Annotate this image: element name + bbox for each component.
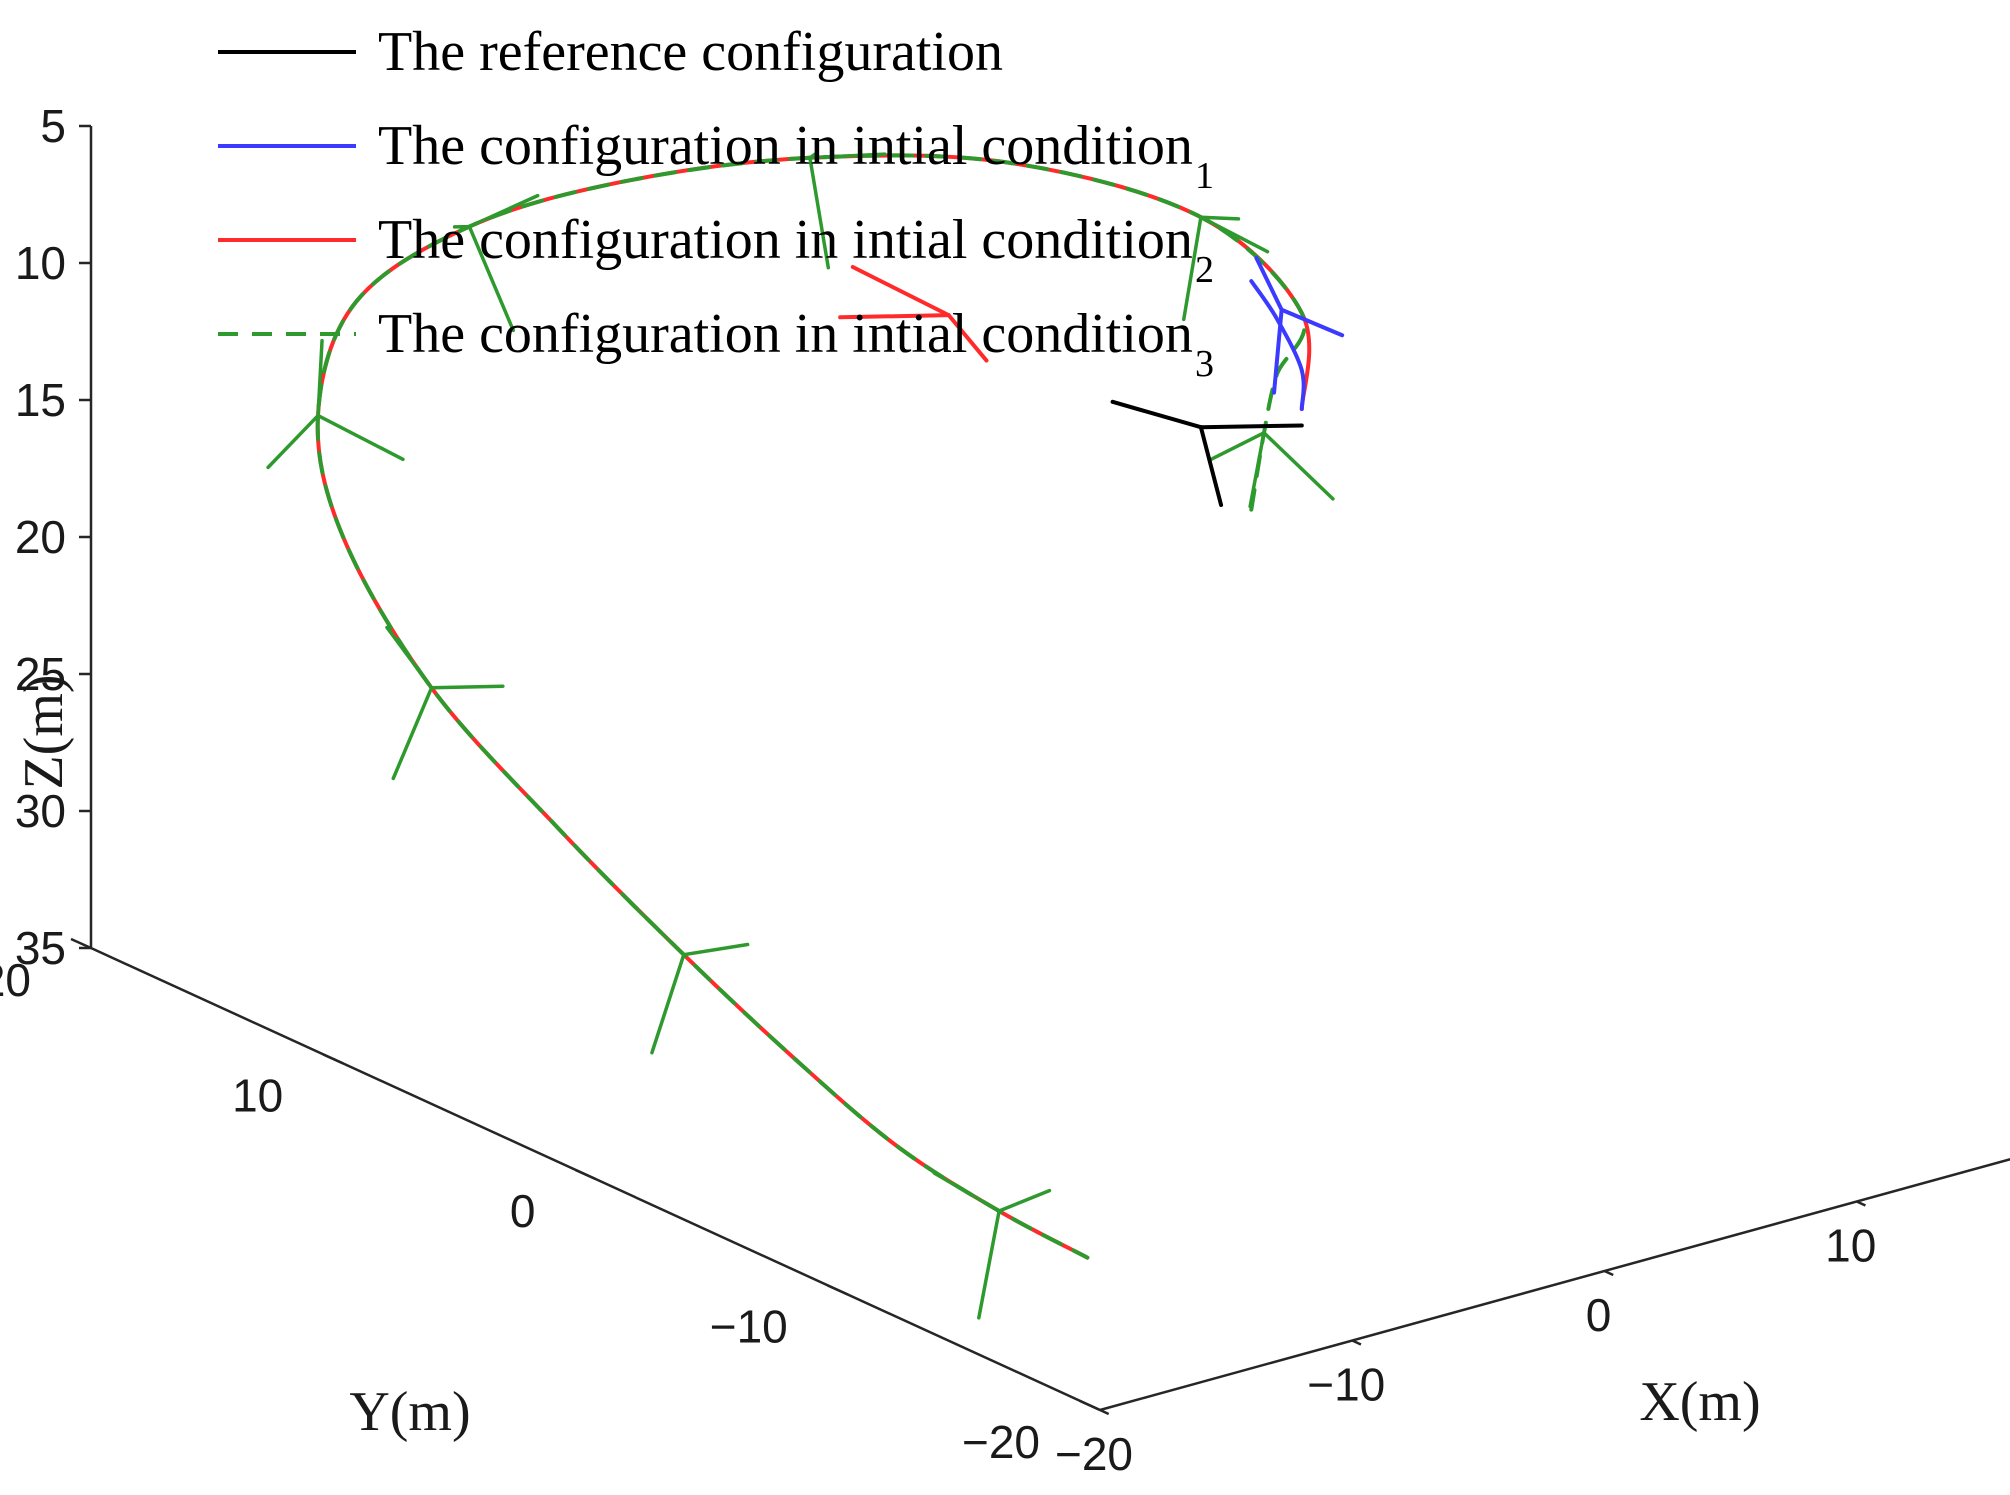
legend-label: The configuration in intial condition: [378, 303, 1193, 365]
legend-subscript: 2: [1195, 249, 1214, 291]
y-tick: [1079, 1399, 1101, 1412]
frame-arm: [808, 151, 819, 160]
frame-arm: [1198, 423, 1304, 430]
legend-item-2: The configuration in intial condition 1: [218, 115, 1214, 197]
frame-arm: [808, 156, 831, 270]
legend-item-1: The reference configuration: [218, 21, 1003, 83]
z-tick-label: 20: [15, 511, 66, 563]
series-line-3: [315, 153, 1307, 1260]
y-axis-label: Y(m): [349, 1381, 470, 1443]
frame-arm: [932, 1171, 1001, 1213]
frame-arm: [467, 193, 540, 229]
y-tick-label: 0: [510, 1185, 536, 1237]
legend-label: The configuration in intial condition: [378, 209, 1193, 271]
frame-arm: [429, 684, 505, 690]
frame-arm: [1279, 307, 1345, 338]
frame-arm: [628, 900, 686, 957]
axes: −20 −10 0 10 20 10 0 −10 −20 5 10 15 20 25 30 35 X(m) Y(m…: [0, 100, 2010, 1480]
x-axis-label: X(m): [1639, 1371, 1760, 1433]
x-tick-label: 10: [1825, 1220, 1876, 1272]
frame-arm: [1198, 425, 1224, 507]
x-tick-label: −20: [1055, 1428, 1133, 1480]
y-tick-label: 10: [232, 1070, 283, 1122]
legend-item-4: The configuration in intial condition 3: [218, 303, 1214, 385]
frame-arm: [650, 952, 686, 1055]
frame-arm: [977, 1209, 1001, 1320]
frame-glyph: [628, 900, 750, 1055]
frame-arm: [467, 224, 515, 333]
y-tick-label: −10: [710, 1301, 788, 1353]
z-axis-label: Z(m): [13, 674, 75, 789]
frame-arm: [838, 313, 951, 320]
frame-condition-1: [1254, 256, 1345, 395]
frame-arm: [1254, 256, 1284, 312]
frame-glyph: [808, 151, 887, 270]
frame-arm: [391, 686, 434, 781]
z-tick-label: 15: [15, 374, 66, 426]
x-tick-label: 0: [1586, 1289, 1612, 1341]
frame-arm: [850, 265, 951, 318]
z-tick-label: 35: [15, 922, 66, 974]
x-tick: [1099, 1408, 1110, 1416]
frame-arm: [316, 338, 324, 418]
z-tick-label: 25: [15, 648, 66, 700]
frame-glyph: [1208, 431, 1335, 509]
frame-arm: [1272, 307, 1284, 395]
z-tick-label: 10: [15, 237, 66, 289]
y-tick: [574, 1168, 597, 1181]
z-tick-label: 30: [15, 785, 66, 837]
frame-condition-2: [838, 265, 989, 363]
frame-glyph: [452, 193, 540, 333]
frame-glyph: [1182, 215, 1270, 322]
y-tick: [827, 1284, 849, 1296]
frame-glyph: [932, 1171, 1052, 1320]
y-tick-label: −20: [962, 1416, 1040, 1468]
y-tick: [70, 937, 92, 950]
legend-item-3: The configuration in intial condition 2: [218, 209, 1214, 291]
frame-glyph: [385, 625, 505, 781]
legend-subscript: 1: [1195, 155, 1214, 197]
y-tick-label: 20: [0, 954, 31, 1006]
x-tick: [1856, 1200, 1866, 1207]
frame-arm: [266, 413, 320, 470]
frame-arm: [1248, 431, 1266, 509]
frame-arm: [1199, 215, 1241, 221]
frame-arm: [946, 313, 989, 363]
frame-arm: [682, 942, 750, 957]
legend-subscript: 3: [1195, 343, 1214, 385]
frame-arm: [1208, 431, 1266, 462]
frame-arm: [997, 1188, 1052, 1213]
plot-area: [266, 151, 1345, 1320]
frame-arm: [1182, 215, 1203, 322]
frame-arm: [1110, 399, 1203, 430]
frame-arm: [316, 413, 405, 462]
frame-arm: [1262, 431, 1335, 501]
frame-glyph: [266, 338, 405, 470]
x-tick: [1351, 1339, 1362, 1346]
z-tick-label: 5: [40, 100, 66, 152]
y-tick: [322, 1053, 344, 1065]
frame-reference: [1110, 399, 1304, 507]
frame-arm: [1199, 215, 1270, 254]
frame-arm: [385, 625, 434, 690]
x-tick-label: −10: [1307, 1359, 1385, 1411]
legend-label: The reference configuration: [378, 21, 1003, 83]
x-tick: [1603, 1269, 1614, 1277]
legend-label: The configuration in intial condition: [378, 115, 1193, 177]
legend: The reference configuration The configura…: [218, 21, 1214, 385]
frame-arm: [808, 152, 887, 160]
series-line-1: [1249, 279, 1306, 411]
